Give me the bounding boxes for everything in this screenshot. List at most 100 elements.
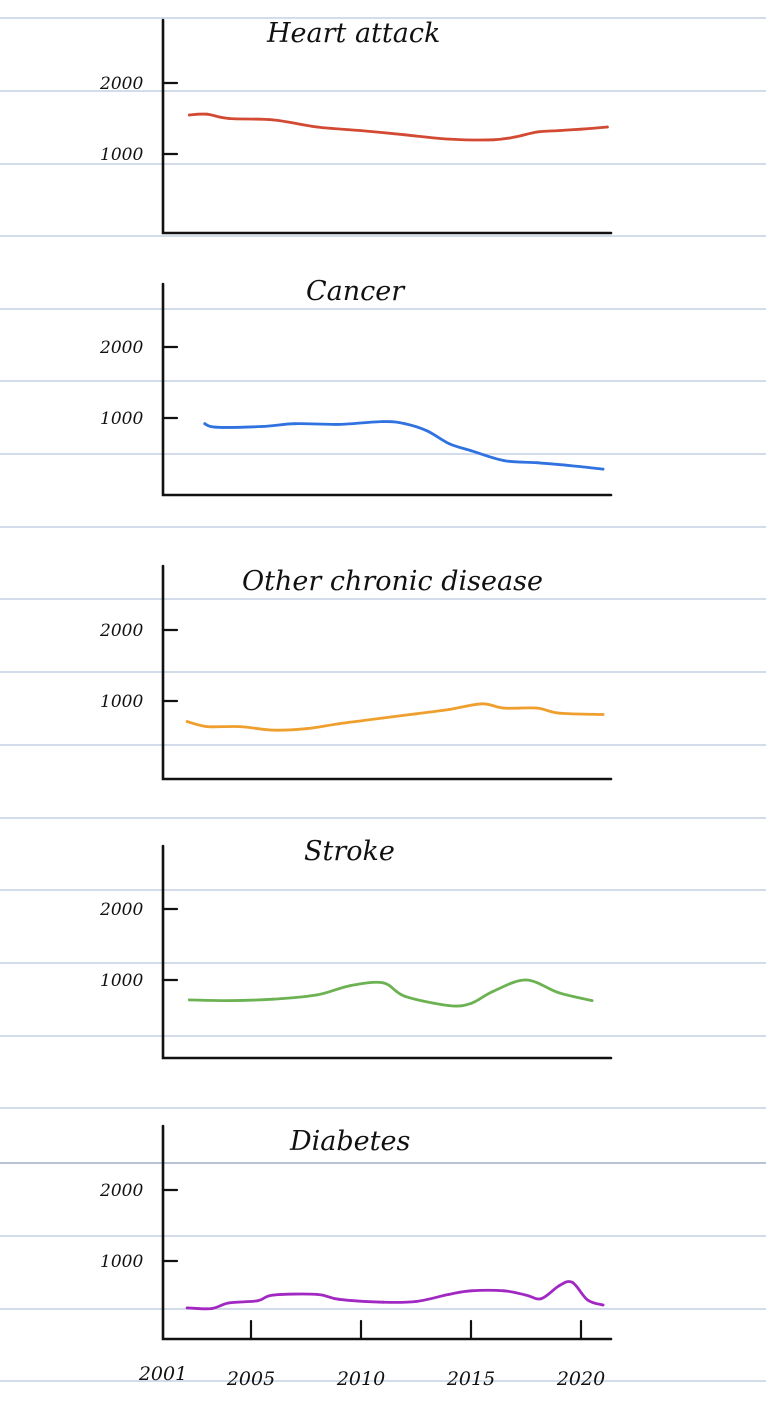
data-point <box>590 999 594 1002</box>
series-line <box>203 420 605 471</box>
data-point <box>447 1004 451 1007</box>
chart-panel: Other chronic disease 1000 2000 <box>99 564 613 781</box>
data-point <box>414 1300 418 1303</box>
data-point <box>502 459 506 462</box>
chart-panel: Stroke 1000 2000 <box>99 836 613 1060</box>
y-tick-label: 2000 <box>99 338 143 358</box>
data-point <box>524 978 528 982</box>
data-point <box>447 137 451 141</box>
series-line <box>185 1280 605 1311</box>
data-point <box>227 999 231 1002</box>
y-tick-label: 2000 <box>99 1181 143 1201</box>
data-point <box>293 422 297 426</box>
data-point <box>185 1306 189 1310</box>
ruled-paper-lines <box>0 17 766 1382</box>
axis-frame <box>161 1124 613 1341</box>
x-tick-label: 2015 <box>446 1368 495 1390</box>
data-point <box>540 1297 543 1300</box>
data-point <box>256 1299 259 1303</box>
data-point <box>425 429 429 433</box>
data-point <box>271 728 275 732</box>
chart-title: Stroke <box>304 836 395 867</box>
data-point <box>205 725 209 728</box>
data-point <box>586 1298 589 1302</box>
data-point <box>238 725 242 728</box>
chart-title: Other chronic disease <box>242 566 543 597</box>
data-point <box>524 1293 528 1297</box>
data-point <box>601 713 605 716</box>
data-point <box>513 135 517 139</box>
chart-panel: Cancer 1000 2000 <box>99 276 613 497</box>
x-start-label: 2001 <box>138 1363 187 1385</box>
chart-stack: Heart attack10002000Cancer10002000Other … <box>99 18 613 1390</box>
data-point <box>568 464 572 467</box>
data-point <box>271 1293 275 1297</box>
data-point <box>188 113 191 117</box>
data-point <box>447 708 451 711</box>
data-point <box>535 130 539 134</box>
data-point <box>403 994 407 998</box>
data-point <box>210 1307 213 1310</box>
series-line <box>188 978 594 1008</box>
data-point <box>601 467 605 471</box>
y-tick-label: 1000 <box>100 145 143 165</box>
data-point <box>348 984 352 988</box>
data-point <box>469 1289 473 1293</box>
data-point <box>205 112 209 116</box>
data-point <box>359 129 363 133</box>
series-line <box>188 112 609 142</box>
data-point <box>381 420 385 423</box>
axis-frame <box>161 844 613 1060</box>
chart-title: Cancer <box>306 276 406 307</box>
data-point <box>403 133 407 137</box>
data-point <box>337 722 341 726</box>
chart-title: Heart attack <box>266 18 440 49</box>
data-point <box>491 138 495 142</box>
y-tick-label: 1000 <box>100 1252 143 1272</box>
data-point <box>304 727 308 731</box>
data-point <box>188 998 191 1002</box>
data-point <box>403 422 407 426</box>
data-point <box>315 125 319 129</box>
data-point <box>557 1284 561 1288</box>
data-point <box>203 422 207 426</box>
data-point <box>227 117 231 120</box>
data-point <box>185 720 189 723</box>
axis-frame <box>161 18 613 235</box>
axis-frame <box>161 564 613 781</box>
y-tick-label: 1000 <box>100 692 143 712</box>
data-point <box>480 702 484 706</box>
data-point <box>227 1301 231 1305</box>
data-point <box>381 716 385 720</box>
data-point <box>557 991 561 995</box>
chart-panel: Diabetes 1000 2000 2005 2010 2015 2020 2001 <box>99 1124 613 1390</box>
data-point <box>414 712 418 716</box>
x-tick-label: 2020 <box>556 1368 605 1390</box>
data-point <box>557 129 561 133</box>
data-point <box>337 423 341 426</box>
y-tick-label: 1000 <box>100 409 143 429</box>
x-tick-label: 2010 <box>336 1368 385 1390</box>
data-point <box>570 1280 574 1284</box>
data-point <box>337 1297 341 1301</box>
data-point <box>381 1300 385 1304</box>
data-point <box>315 1293 319 1296</box>
data-point <box>447 442 451 445</box>
y-tick-label: 2000 <box>99 621 143 641</box>
data-point <box>535 461 539 465</box>
data-point <box>601 1303 605 1307</box>
axis-frame <box>161 282 613 497</box>
data-point <box>469 449 473 453</box>
y-tick-label: 2000 <box>99 900 143 920</box>
data-point <box>491 990 495 993</box>
x-tick-label: 2005 <box>226 1368 275 1390</box>
data-point <box>557 711 561 715</box>
chart-title: Diabetes <box>289 1126 410 1157</box>
chart-panel: Heart attack 1000 2000 <box>99 18 613 235</box>
data-point <box>447 1293 451 1296</box>
data-point <box>315 993 319 997</box>
data-point <box>502 706 506 710</box>
data-point <box>469 1002 473 1005</box>
data-point <box>579 127 583 131</box>
